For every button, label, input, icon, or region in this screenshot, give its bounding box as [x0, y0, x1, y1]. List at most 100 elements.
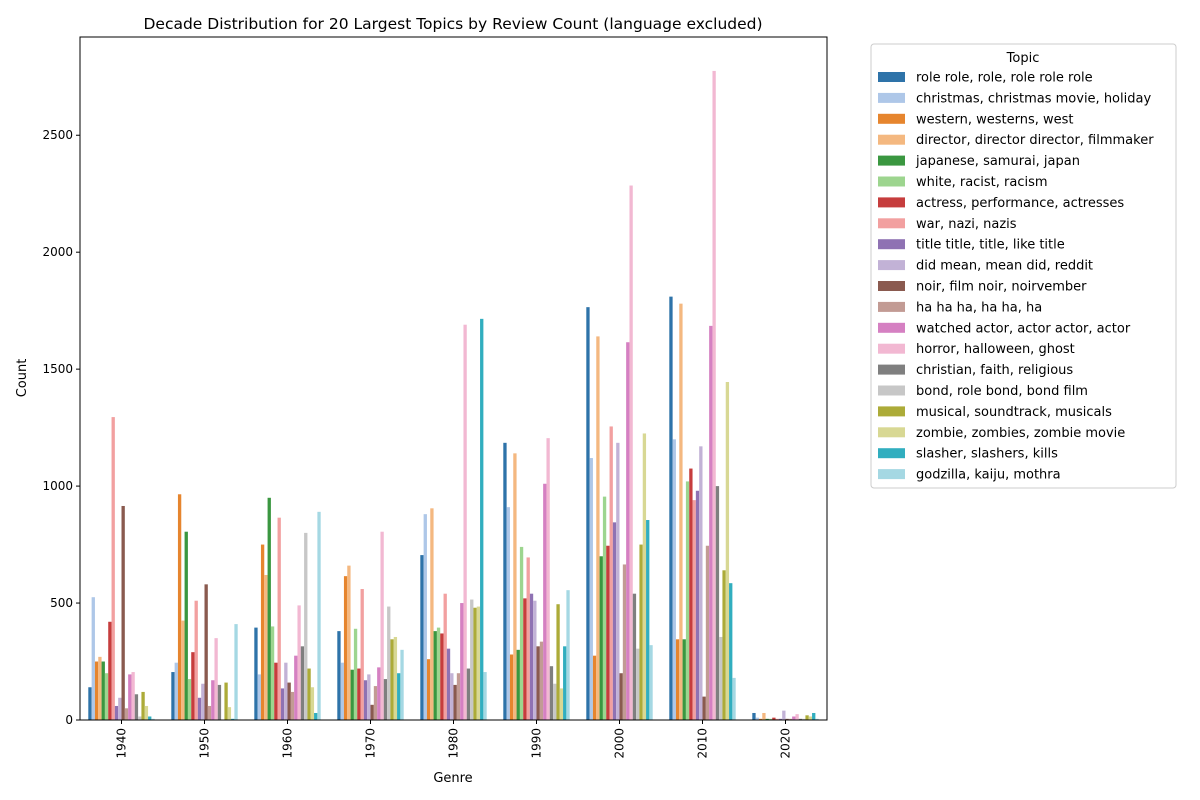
legend-label: war, nazi, nazis	[916, 217, 1017, 232]
bar-1980-7	[440, 633, 444, 720]
bar-1970-1	[337, 631, 341, 720]
bar-2000-16	[636, 648, 640, 720]
bar-1940-2	[91, 597, 95, 720]
bar-1960-7	[274, 662, 278, 720]
x-tick-label: 1950	[198, 728, 212, 759]
bar-1970-11	[370, 704, 374, 720]
bar-2020-6	[768, 718, 773, 720]
bar-1960-18	[310, 687, 315, 720]
chart-title: Decade Distribution for 20 Largest Topic…	[143, 15, 762, 33]
bar-1960-20	[317, 511, 321, 720]
legend-title: Topic	[1006, 51, 1040, 66]
y-tick-label: 1500	[42, 362, 73, 376]
bar-1990-8	[526, 557, 530, 720]
legend-items: role role, role, role role role christmas…	[878, 71, 1154, 483]
bar-1990-2	[506, 507, 510, 720]
legend-swatch	[878, 197, 905, 208]
bar-1940-6	[104, 673, 109, 720]
bar-2000-15	[632, 593, 637, 720]
bar-1960-12	[290, 691, 295, 720]
bar-2000-3	[592, 655, 597, 720]
bar-1960-13	[294, 655, 298, 720]
bar-1950-8	[194, 600, 198, 720]
legend-swatch	[878, 72, 905, 82]
y-tick-label: 0	[65, 713, 73, 727]
bar-1990-6	[519, 546, 524, 720]
bar-2020-15	[798, 718, 803, 720]
bar-1960-16	[304, 532, 308, 720]
y-tick-label: 2500	[42, 128, 73, 142]
bar-1950-15	[217, 684, 222, 720]
legend-label: japanese, samurai, japan	[915, 154, 1080, 169]
bar-2010-17	[722, 570, 726, 720]
bar-1980-3	[426, 659, 431, 720]
bar-1980-17	[473, 607, 477, 720]
bar-1960-4	[264, 574, 268, 720]
bar-1940-8	[111, 417, 115, 720]
legend-swatch	[878, 469, 905, 480]
legend-swatch	[878, 239, 905, 250]
legend: Topic role role, role, role role role chr…	[870, 43, 1177, 489]
bar-2000-1	[586, 307, 590, 720]
bar-2020-18	[808, 716, 813, 720]
bar-1980-14	[463, 324, 467, 720]
bar-2010-12	[705, 545, 710, 720]
bar-1970-18	[393, 636, 398, 720]
x-tick-label: 1970	[364, 728, 378, 759]
bar-1950-1	[171, 672, 175, 720]
bar-1980-13	[460, 603, 464, 720]
bar-1940-19	[148, 716, 152, 720]
bar-1940-20	[151, 718, 155, 720]
bar-1940-17	[141, 691, 145, 720]
bar-1970-9	[363, 680, 368, 720]
bar-2010-4	[679, 303, 683, 720]
y-tick-label: 500	[50, 596, 73, 610]
bar-2010-16	[719, 636, 723, 720]
y-tick-label: 2000	[42, 245, 73, 259]
bar-2020-12	[788, 718, 793, 720]
bar-1990-19	[563, 646, 567, 720]
bar-1980-19	[480, 318, 484, 720]
bar-1970-3	[343, 576, 348, 720]
bar-2010-11	[702, 696, 706, 720]
bar-2020-9	[778, 718, 783, 720]
legend-label: slasher, slashers, kills	[916, 447, 1058, 462]
legend-swatch	[878, 92, 905, 103]
legend-swatch	[878, 176, 905, 187]
legend-swatch	[878, 385, 905, 396]
x-axis-title: Genre	[433, 771, 472, 786]
bar-1980-4	[430, 508, 434, 720]
bar-1980-9	[446, 648, 451, 720]
bar-2010-6	[685, 481, 690, 720]
bar-1980-2	[423, 514, 427, 720]
bar-2010-15	[715, 486, 720, 720]
bar-1990-20	[566, 590, 570, 720]
legend-label: horror, halloween, ghost	[916, 342, 1075, 357]
bar-1980-11	[453, 684, 457, 720]
bar-1970-8	[360, 589, 364, 720]
bar-1950-5	[184, 531, 188, 720]
bar-1980-16	[470, 599, 474, 720]
x-tick-label: 1990	[530, 728, 544, 759]
legend-swatch	[878, 406, 905, 417]
bar-1990-17	[556, 604, 560, 720]
legend-label: ha ha ha, ha ha, ha	[916, 300, 1042, 315]
bar-1970-2	[340, 662, 344, 720]
bar-1980-5	[433, 631, 437, 720]
bar-1970-6	[353, 628, 358, 720]
bar-1970-19	[397, 673, 401, 720]
y-axis: 0 500 1000 1500 2000 2500	[42, 128, 80, 727]
bar-1960-8	[277, 517, 281, 720]
bar-1940-1	[88, 687, 92, 720]
bar-1940-15	[134, 694, 139, 720]
legend-swatch	[878, 281, 905, 291]
bar-1950-9	[197, 697, 202, 720]
bar-1950-7	[191, 652, 195, 720]
bar-1940-4	[98, 656, 102, 720]
legend-label: role role, role, role role role	[916, 71, 1093, 86]
bar-2010-1	[669, 296, 673, 720]
bar-1990-16	[553, 683, 557, 720]
x-tick-label: 1960	[281, 728, 295, 759]
bar-1980-18	[476, 606, 481, 720]
